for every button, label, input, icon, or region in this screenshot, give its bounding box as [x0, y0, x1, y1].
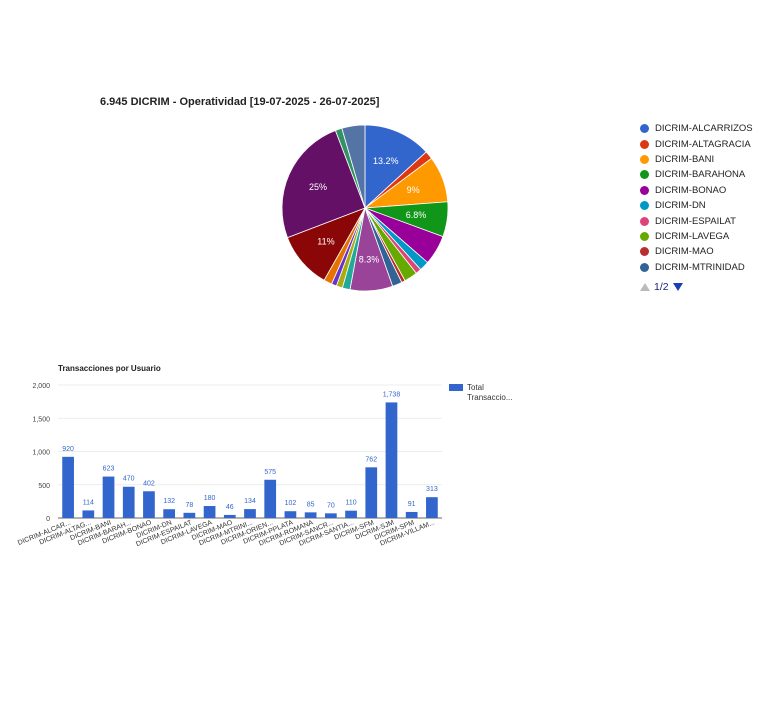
bar-value-label: 78 [185, 502, 193, 509]
legend-item[interactable]: DICRIM-BONAO [640, 183, 768, 198]
legend-color-dot [640, 216, 649, 226]
bar-legend-swatch [449, 384, 463, 391]
pie-slice-dicrim-villamella[interactable] [341, 124, 366, 209]
legend-item-label: DICRIM-ESPAILAT [655, 215, 736, 227]
bar-chart: 05001,0001,5002,000920DICRIM-ALCAR...114… [17, 383, 442, 548]
legend-item-label: DICRIM-DN [655, 200, 706, 212]
bar-dicrim-alcar...[interactable] [62, 456, 74, 518]
bar-dicrim-spm[interactable] [405, 511, 418, 518]
legend-pager: 1/2 [640, 281, 768, 293]
pie-slice-dicrim-alcarrizos[interactable] [364, 124, 427, 209]
bar-value-label: 114 [83, 499, 94, 506]
pie-slice-label: 6.8% [406, 210, 427, 220]
bar-dicrim-villam...[interactable] [426, 497, 438, 518]
bar-dicrim-sfm[interactable] [365, 467, 378, 518]
bar-value-label: 46 [226, 504, 234, 511]
legend-item-label: DICRIM-BARAHONA [655, 169, 746, 181]
bar-value-label: 623 [103, 466, 115, 473]
y-tick-label: 1,500 [32, 416, 50, 423]
legend-color-dot [640, 247, 649, 257]
pie-chart: 13.2% 9% 6.8% 8.3% 11% 25% [281, 124, 449, 292]
legend-color-dot [640, 231, 649, 241]
legend-color-dot [640, 185, 649, 195]
pie-slice-label: 25% [309, 182, 327, 192]
bar-value-label: 134 [244, 498, 256, 505]
legend-item-label: DICRIM-BONAO [655, 184, 727, 196]
bar-value-label: 920 [62, 446, 74, 453]
legend-prev-page-icon[interactable] [640, 282, 650, 291]
bar-dicrim-altag...[interactable] [82, 510, 95, 518]
legend-item[interactable]: DICRIM-ESPAILAT [640, 213, 768, 228]
bar-value-label: 1,738 [383, 391, 401, 398]
legend-item-label: DICRIM-MAO [655, 246, 714, 258]
pie-slice-label: 8.3% [359, 254, 380, 264]
y-tick-label: 0 [46, 516, 50, 523]
pie-slice-dicrim-sjm[interactable] [281, 129, 366, 239]
bar-dicrim-bani[interactable] [102, 476, 115, 518]
bar-value-label: 313 [426, 486, 438, 493]
legend-item-label: DICRIM-MTRINIDAD [655, 261, 745, 273]
bar-value-label: 470 [123, 476, 135, 483]
legend-item[interactable]: DICRIM-MAO [640, 244, 768, 259]
legend-item[interactable]: DICRIM-BARAHONA [640, 167, 768, 182]
legend-color-dot [640, 139, 649, 149]
pie-legend: DICRIM-ALCARRIZOS DICRIM-ALTAGRACIA DICRIM… [640, 121, 768, 293]
pie-chart-title: 6.945 DICRIM - Operatividad [19-07-2025 … [100, 96, 380, 108]
legend-color-dot [640, 262, 649, 272]
bar-dicrim-romana[interactable] [304, 512, 317, 518]
bar-legend: Total Transaccio... [449, 383, 527, 403]
bar-dicrim-sjm[interactable] [385, 402, 398, 518]
legend-item[interactable]: DICRIM-LAVEGA [640, 229, 768, 244]
pie-slice-label: 9% [407, 185, 420, 195]
bar-value-label: 180 [204, 495, 216, 502]
bar-dicrim-barah...[interactable] [122, 486, 135, 518]
legend-item-label: DICRIM-ALTAGRACIA [655, 138, 751, 150]
legend-item-label: DICRIM-LAVEGA [655, 230, 730, 242]
legend-color-dot [640, 124, 649, 134]
bar-legend-label: Total Transaccio... [467, 383, 513, 402]
legend-item[interactable]: DICRIM-BANI [640, 152, 768, 167]
legend-next-page-icon[interactable] [672, 282, 683, 291]
bar-value-label: 85 [307, 501, 315, 508]
bar-chart-title: Transacciones por Usuario [58, 364, 161, 373]
legend-item[interactable]: DICRIM-DN [640, 198, 768, 213]
legend-item[interactable]: DICRIM-ALTAGRACIA [640, 136, 768, 151]
bar-dicrim-mao[interactable] [223, 514, 236, 518]
bar-value-label: 132 [163, 498, 175, 505]
legend-item-label: DICRIM-ALCARRIZOS [655, 123, 753, 135]
bar-dicrim-santia...[interactable] [345, 510, 357, 518]
bar-dicrim-espailat[interactable] [183, 512, 196, 518]
bar-value-label: 402 [143, 480, 155, 487]
bar-dicrim-dn[interactable] [163, 509, 176, 518]
bar-value-label: 110 [345, 500, 356, 507]
legend-page-indicator: 1/2 [654, 280, 669, 293]
legend-color-dot [640, 201, 649, 211]
y-tick-label: 500 [38, 483, 50, 490]
bar-value-label: 91 [408, 501, 416, 508]
legend-item[interactable]: DICRIM-ALCARRIZOS [640, 121, 768, 136]
y-tick-label: 2,000 [32, 383, 50, 390]
legend-color-dot [640, 154, 649, 164]
bar-value-label: 575 [264, 469, 276, 476]
y-tick-label: 1,000 [32, 450, 50, 457]
legend-item[interactable]: DICRIM-MTRINIDAD [640, 260, 768, 275]
pie-slice-label: 13.2% [373, 156, 399, 166]
bar-value-label: 762 [365, 456, 377, 463]
legend-color-dot [640, 170, 649, 180]
bar-value-label: 70 [327, 502, 335, 509]
bar-dicrim-orien...[interactable] [264, 479, 277, 518]
bar-dicrim-mtrini...[interactable] [244, 509, 256, 518]
bar-value-label: 102 [285, 500, 297, 507]
bar-dicrim-pplata[interactable] [284, 511, 297, 518]
pie-slice-label: 11% [317, 237, 334, 247]
bar-dicrim-bonao[interactable] [143, 491, 155, 518]
bar-dicrim-sancr...[interactable] [324, 513, 337, 518]
legend-item-label: DICRIM-BANI [655, 153, 715, 165]
bar-dicrim-lavega[interactable] [203, 506, 216, 518]
